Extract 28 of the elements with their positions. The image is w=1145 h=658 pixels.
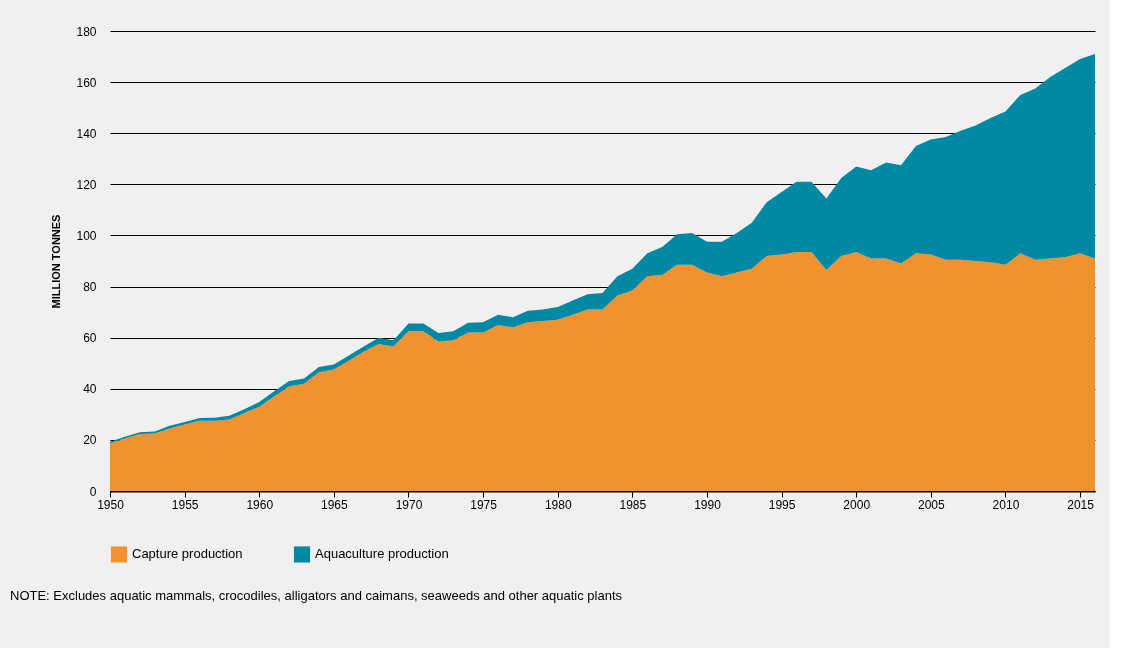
x-tick-label: 2000 — [843, 497, 871, 512]
x-tick-label: 1970 — [395, 497, 423, 512]
x-tick-label: 1960 — [246, 497, 274, 512]
y-tick-label: 60 — [83, 331, 97, 346]
x-tick-label: 2010 — [992, 497, 1020, 512]
y-tick-label: 180 — [76, 24, 97, 39]
y-tick-label: 160 — [76, 75, 97, 90]
x-tick-label: 2005 — [917, 497, 945, 512]
y-tick-label: 80 — [83, 280, 97, 295]
x-tick-label: 1950 — [97, 497, 125, 512]
x-tick-label: 1980 — [544, 497, 572, 512]
x-tick-label: 1965 — [321, 497, 349, 512]
x-tick-label: 1990 — [694, 497, 722, 512]
y-tick-label: 140 — [76, 126, 97, 141]
y-axis-title: MILLION TONNES — [50, 214, 63, 309]
y-tick-label: 40 — [83, 382, 97, 397]
x-tick-label: 1985 — [619, 497, 647, 512]
y-tick-label: 100 — [76, 228, 97, 243]
x-tick-label: 1975 — [470, 497, 498, 512]
y-tick-label: 20 — [83, 433, 97, 448]
y-tick-label: 120 — [76, 177, 97, 192]
x-tick-label: 2015 — [1067, 497, 1095, 512]
legend-label: Capture production — [132, 546, 243, 562]
text: NOTE: Excludes aquatic mammals, crocodiles, alligators and caimans, seaweeds and other aquatic plants — [10, 588, 623, 603]
x-tick-label: 1955 — [171, 497, 199, 512]
y-tick-label: 0 — [89, 484, 97, 499]
legend-label: Aquaculture production — [315, 546, 449, 562]
x-tick-label: 1995 — [768, 497, 796, 512]
